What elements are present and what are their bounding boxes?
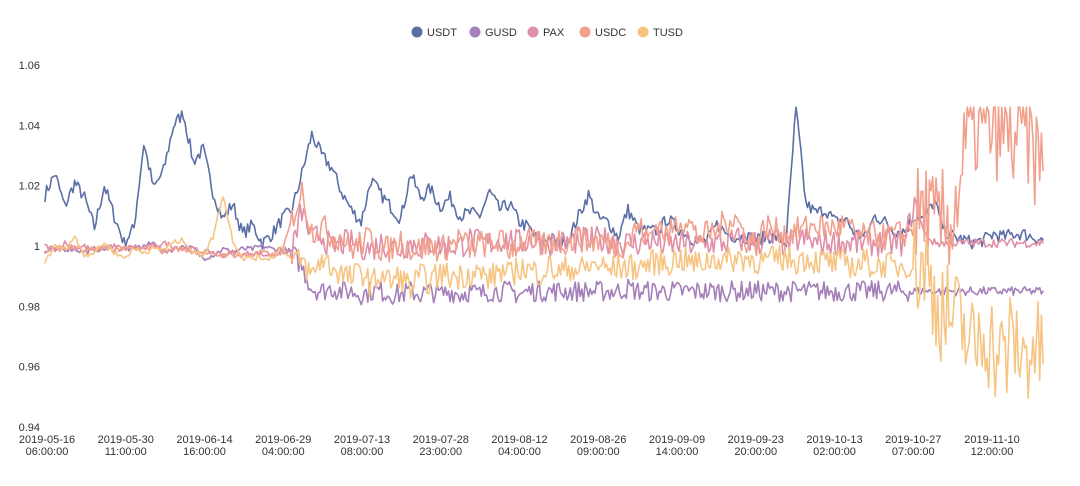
x-axis: 2019-05-16 06:00:00 2019-05-30 11:00:00 2019… [19,434,1020,458]
x-tick-label: 2019-07-13 08:00:00 [334,434,390,458]
legend-item-usdt[interactable]: USDT [411,26,458,40]
legend-marker [527,26,539,38]
series-line-usdc [44,106,1044,266]
legend-item-gusd[interactable]: GUSD [469,26,517,40]
y-tick-label: 1.04 [19,120,40,132]
series-line-gusd [44,241,1044,306]
legend-label: USDC [595,27,626,39]
x-tick-label: 2019-08-26 09:00:00 [570,434,626,458]
legend-label: USDT [427,27,457,39]
legend-item-usdc[interactable]: USDC [579,26,627,40]
legend-item-pax[interactable]: PAX [527,26,565,40]
legend-label: TUSD [653,27,683,39]
x-tick-label: 2019-10-27 07:00:00 [885,434,941,458]
legend-marker [469,26,481,38]
x-tick-label: 2019-06-14 16:00:00 [176,434,232,458]
x-tick-label: 2019-06-29 04:00:00 [255,434,311,458]
x-tick-label: 2019-10-13 02:00:00 [806,434,862,458]
chart-legend: USDT GUSD PAX USDC TUSD [411,26,684,40]
y-tick-label: 1.02 [19,181,40,193]
y-axis: 0.94 0.96 0.98 1 1.02 1.04 1.06 [19,60,40,434]
legend-marker [637,26,649,38]
y-tick-label: 1 [34,241,40,253]
legend-label: GUSD [485,27,517,39]
y-tick-label: 0.98 [19,301,40,313]
y-tick-label: 1.06 [19,60,40,72]
x-tick-label: 2019-09-23 20:00:00 [728,434,784,458]
x-tick-label: 2019-09-09 14:00:00 [649,434,705,458]
legend-label: PAX [543,27,565,39]
x-tick-label: 2019-05-30 11:00:00 [98,434,154,458]
x-tick-label: 2019-07-28 23:00:00 [413,434,469,458]
x-tick-label: 2019-11-10 12:00:00 [964,434,1019,458]
x-tick-label: 2019-08-12 04:00:00 [491,434,547,458]
x-tick-label: 2019-05-16 06:00:00 [19,434,75,458]
series-line-usdt [44,106,1044,250]
y-tick-label: 0.94 [19,422,40,434]
legend-marker [579,26,591,38]
legend-marker [411,26,423,38]
series-lines [44,106,1044,399]
y-tick-label: 0.96 [19,362,40,374]
legend-item-tusd[interactable]: TUSD [637,26,684,40]
series-line-tusd [44,196,1044,399]
